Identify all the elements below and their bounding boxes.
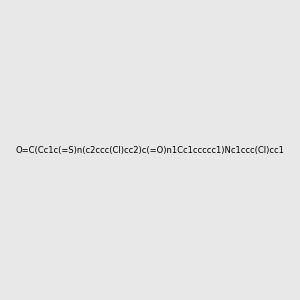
Text: O=C(Cc1c(=S)n(c2ccc(Cl)cc2)c(=O)n1Cc1ccccc1)Nc1ccc(Cl)cc1: O=C(Cc1c(=S)n(c2ccc(Cl)cc2)c(=O)n1Cc1ccc… — [16, 146, 284, 154]
